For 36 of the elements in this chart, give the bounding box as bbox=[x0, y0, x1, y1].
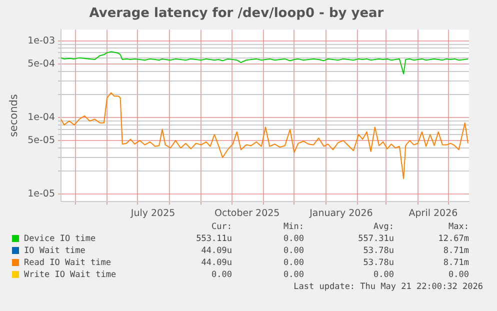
text: 12.67m bbox=[437, 233, 469, 245]
x-tick-label: October 2025 bbox=[214, 208, 280, 219]
text: 557.31u bbox=[357, 233, 394, 245]
legend-label: Read IO Wait time bbox=[23, 257, 112, 269]
text: 53.78u bbox=[362, 245, 394, 257]
legend-label: IO Wait time bbox=[23, 245, 86, 257]
chart-title: Average latency for /dev/loop0 - by year bbox=[89, 6, 384, 22]
text: Min: bbox=[282, 221, 304, 233]
x-tick-label: April 2026 bbox=[408, 208, 458, 219]
x-tick-label: January 2026 bbox=[308, 208, 373, 219]
text: 0.00 bbox=[282, 269, 304, 281]
text: 0.00 bbox=[282, 233, 304, 245]
text: 0.00 bbox=[282, 245, 304, 257]
text: 0.00 bbox=[448, 269, 469, 281]
text: Max: bbox=[448, 221, 469, 233]
text: 0.00 bbox=[372, 269, 394, 281]
y-tick-label: 5e-04 bbox=[28, 58, 56, 70]
y-tick-label: 1e-05 bbox=[28, 188, 56, 200]
y-axis-title: seconds bbox=[8, 94, 20, 138]
text: 8.71m bbox=[442, 245, 469, 257]
text: 44.09u bbox=[200, 257, 232, 269]
text: 0.00 bbox=[210, 269, 232, 281]
text: 53.78u bbox=[362, 257, 394, 269]
x-tick-label: July 2025 bbox=[130, 208, 176, 219]
text: Cur: bbox=[210, 221, 232, 233]
legend-label: Device IO time bbox=[23, 233, 97, 245]
y-tick-label: 5e-05 bbox=[28, 135, 56, 146]
text: Last update: Thu May 21 22:00:32 2026 bbox=[294, 282, 483, 292]
text: 0.00 bbox=[282, 257, 304, 269]
text: Avg: bbox=[372, 221, 394, 233]
text: 8.71m bbox=[442, 257, 469, 269]
legend-label: Write IO Wait time bbox=[23, 269, 118, 281]
y-tick-label: 1e-04 bbox=[28, 112, 56, 123]
text: 553.11u bbox=[195, 233, 232, 245]
text: 44.09u bbox=[200, 245, 232, 257]
y-tick-label: 1e-03 bbox=[28, 35, 56, 46]
